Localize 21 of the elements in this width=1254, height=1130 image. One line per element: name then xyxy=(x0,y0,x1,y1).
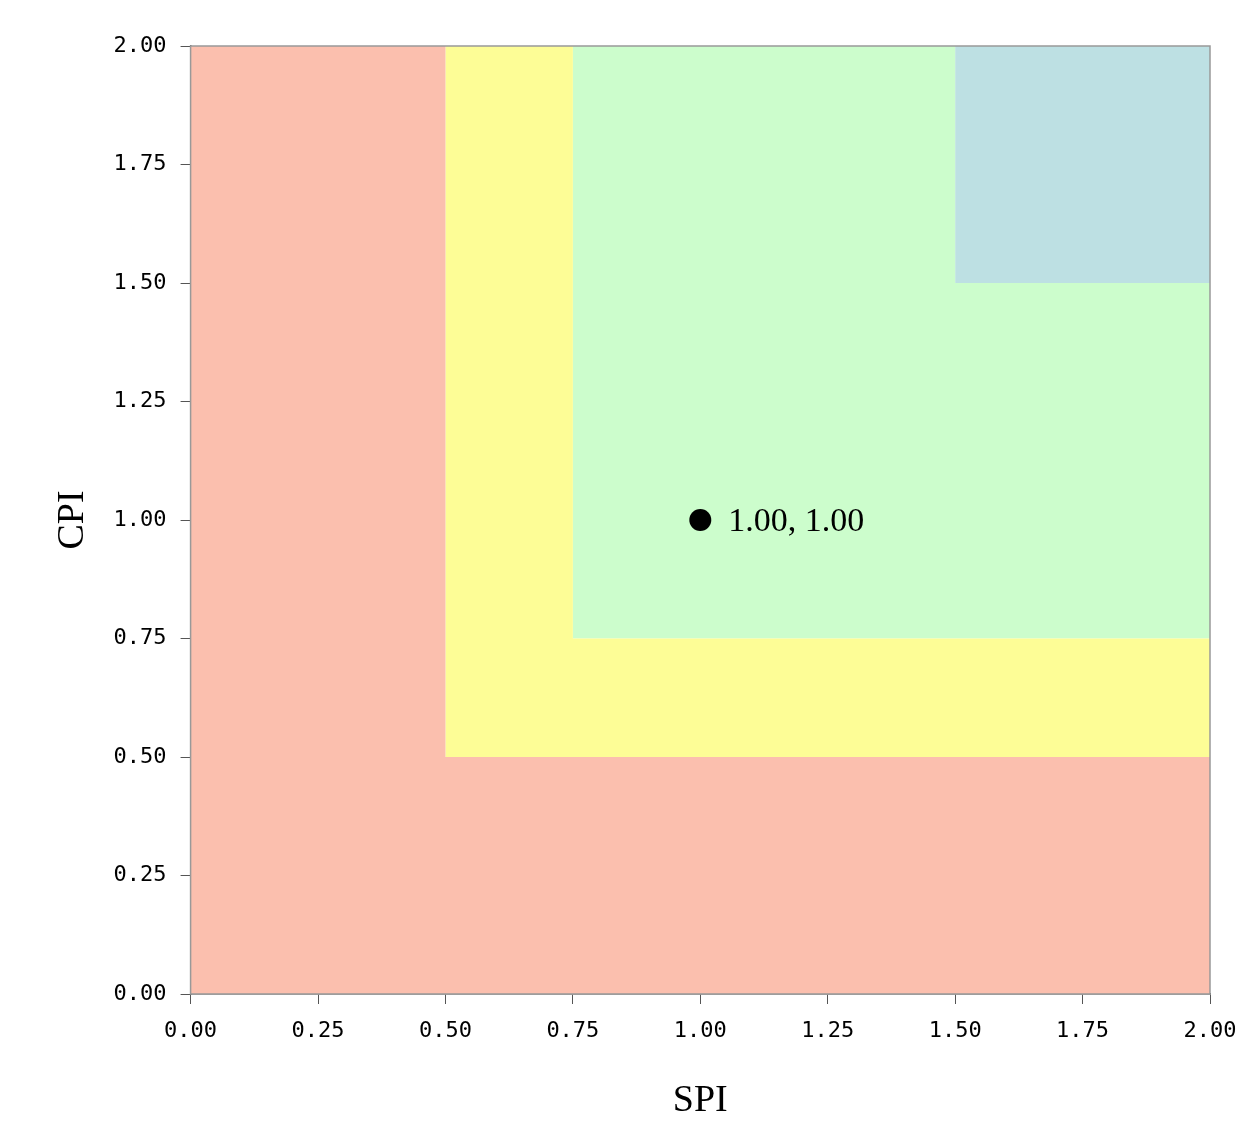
x-tick-label: 1.25 xyxy=(801,1016,855,1042)
y-tick-label: 1.25 xyxy=(113,387,167,413)
y-tick-label: 2.00 xyxy=(113,31,167,57)
y-axis-title: CPI xyxy=(48,490,91,550)
x-tick-label: 2.00 xyxy=(1183,1016,1237,1042)
y-tick-label: 0.25 xyxy=(113,861,167,887)
x-tick-label: 0.75 xyxy=(546,1016,600,1042)
x-tick-label: 0.50 xyxy=(418,1016,472,1042)
annotation: 1.00, 1.00 xyxy=(728,500,865,538)
x-tick-label: 0.00 xyxy=(164,1016,218,1042)
x-tick-label: 1.75 xyxy=(1056,1016,1110,1042)
x-tick-label: 1.50 xyxy=(928,1016,982,1042)
y-tick-label: 0.00 xyxy=(113,979,167,1005)
y-tick-label: 1.00 xyxy=(113,505,167,531)
y-tick-label: 0.50 xyxy=(113,742,167,768)
y-tick-label: 0.75 xyxy=(113,624,167,650)
y-tick-label: 1.50 xyxy=(113,268,167,294)
y-tick-label: 1.75 xyxy=(113,150,167,176)
x-axis-title: SPI xyxy=(672,1077,728,1120)
x-tick-label: 0.25 xyxy=(291,1016,345,1042)
x-tick-label: 1.00 xyxy=(673,1016,727,1042)
